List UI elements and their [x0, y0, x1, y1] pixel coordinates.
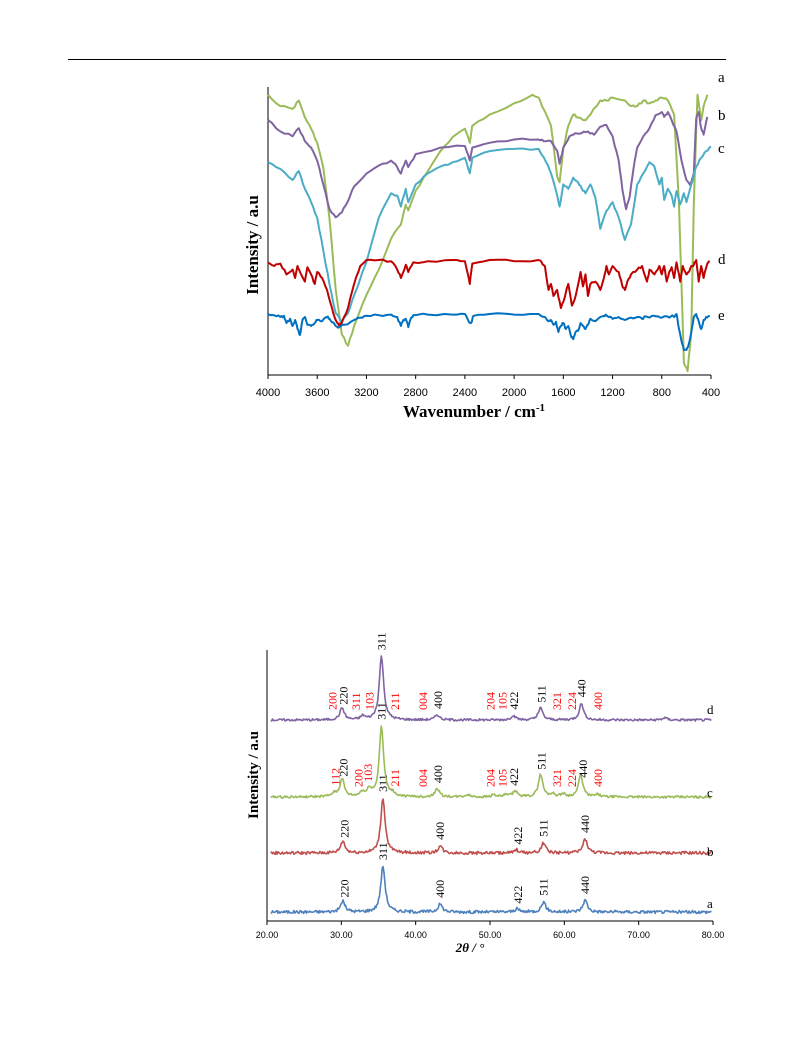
xrd-peak-label: 105: [496, 769, 510, 787]
xrd-peak-label: 211: [388, 769, 402, 787]
xrd-peak-label: 400: [431, 765, 445, 783]
xrd-peak-label: 200: [351, 769, 365, 787]
xrd-peak-label: 211: [388, 692, 402, 710]
xrd-peak-label: 311: [374, 633, 388, 651]
xrd-peak-label: 422: [511, 886, 525, 904]
xrd-peak-label: 400: [591, 692, 605, 710]
xrd-series-b: [270, 798, 712, 856]
xrd-peak-label: 220: [337, 879, 351, 897]
xrd-peak-label: 400: [433, 880, 447, 898]
xrd-peak-label: 400: [591, 769, 605, 787]
ftir-series-b: [267, 111, 709, 219]
xrd-peak-label: 400: [431, 691, 445, 709]
ftir-x-tick-label: 2800: [403, 387, 427, 399]
ftir-x-tick-label: 2400: [453, 387, 477, 399]
ftir-x-tick-label: 4000: [256, 387, 280, 399]
xrd-peak-label: 400: [433, 822, 447, 840]
xrd-peak-label: 440: [576, 760, 590, 778]
xrd-legend-a: a: [707, 896, 713, 911]
ftir-x-tick-label: 3600: [305, 387, 329, 399]
xrd-peak-label: 311: [374, 702, 388, 720]
xrd-peak-label: 220: [337, 687, 351, 705]
xrd-peak-label: 511: [537, 878, 551, 896]
xrd-peak-label: 200: [325, 692, 339, 710]
xrd-peak-label: 004: [416, 769, 430, 787]
xrd-x-tick-label: 50.00: [479, 930, 502, 940]
ftir-legend-c: c: [718, 141, 725, 157]
xrd-peak-label: 224: [565, 692, 579, 710]
xrd-legend-b: b: [707, 844, 714, 859]
ftir-series-e: [267, 312, 711, 351]
xrd-series-d: [270, 655, 712, 722]
ftir-series-d: [267, 258, 711, 327]
xrd-peak-label: 511: [537, 819, 551, 837]
xrd-peak-label: 220: [337, 759, 351, 777]
xrd-peak-label: 004: [416, 692, 430, 710]
ftir-x-tick-label: 2000: [502, 387, 526, 399]
xrd-x-tick-label: 40.00: [404, 930, 427, 940]
xrd-peak-label: 220: [337, 820, 351, 838]
xrd-peak-label: 321: [550, 769, 564, 787]
xrd-legend-d: d: [707, 702, 714, 717]
xrd-x-tick-label: 30.00: [330, 930, 353, 940]
xrd-peak-label: 311: [349, 692, 363, 710]
xrd-x-tick-label: 80.00: [702, 930, 725, 940]
xrd-peak-label: 511: [534, 685, 548, 703]
xrd-peak-label: 311: [376, 842, 390, 860]
xrd-peak-label: 224: [565, 769, 579, 787]
xrd-series-c: [270, 725, 712, 799]
xrd-peak-label: 204: [484, 769, 498, 787]
xrd-peak-label: 321: [550, 692, 564, 710]
xrd-x-label: 2θ / °: [455, 940, 485, 955]
ftir-legend-b: b: [718, 108, 726, 124]
ftir-legend-a: a: [718, 70, 725, 86]
xrd-peak-label: 511: [534, 752, 548, 770]
xrd-x-tick-label: 70.00: [627, 930, 650, 940]
xrd-peak-label: 112: [328, 768, 342, 786]
xrd-series-a: [270, 865, 712, 915]
ftir-legend-e: e: [718, 308, 725, 324]
ftir-legend-d: d: [718, 252, 726, 268]
xrd-legend-c: c: [707, 785, 713, 800]
ftir-x-tick-label: 1200: [600, 387, 624, 399]
xrd-peak-label: 422: [507, 692, 521, 710]
ftir-x-label: Wavenumber / cm-1: [403, 402, 545, 421]
xrd-peak-label: 204: [484, 692, 498, 710]
ftir-x-tick-label: 400: [702, 387, 720, 399]
xrd-peak-label: 440: [578, 876, 592, 894]
xrd-peak-label: 422: [507, 768, 521, 786]
ftir-x-label-superscript: -1: [536, 402, 545, 414]
xrd-peak-label: 105: [496, 692, 510, 710]
ftir-series-a: [267, 93, 709, 373]
ftir-series-c: [267, 145, 712, 323]
xrd-x-tick-label: 60.00: [553, 930, 576, 940]
ftir-x-tick-label: 3200: [354, 387, 378, 399]
xrd-peak-label: 103: [361, 764, 375, 782]
xrd-y-label: Intensity / a.u: [246, 731, 262, 819]
xrd-peak-label: 103: [363, 692, 377, 710]
ftir-x-tick-label: 800: [653, 387, 671, 399]
xrd-peak-label: 422: [511, 827, 525, 845]
ftir-y-label: Intensity / a.u: [243, 195, 262, 295]
xrd-peak-label: 440: [574, 679, 588, 697]
ftir-x-tick-label: 1600: [551, 387, 575, 399]
xrd-peak-label: 440: [578, 815, 592, 833]
header-rule: [68, 59, 726, 60]
xrd-x-tick-label: 20.00: [256, 930, 279, 940]
